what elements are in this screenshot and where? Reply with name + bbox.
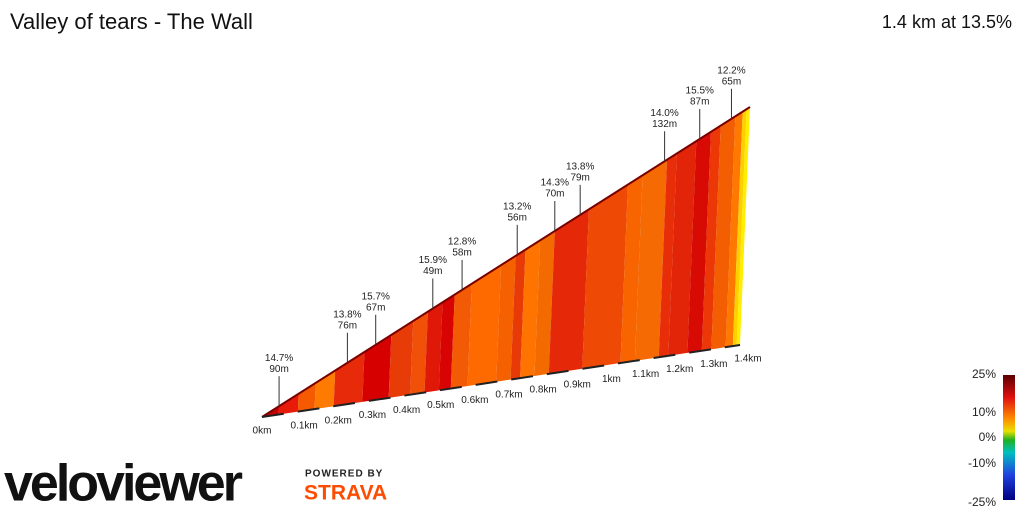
distance-label: 0.8km [530, 384, 557, 395]
annotation-grade: 14.7% [265, 353, 293, 364]
profile-slice [534, 231, 555, 376]
annotation-length: 56m [507, 213, 526, 224]
annotation-grade: 14.3% [541, 178, 569, 189]
profile-slice [687, 131, 711, 353]
annotation-length: 65m [722, 76, 741, 87]
legend: 25% 10% 0% -10% -25% [968, 367, 996, 509]
profile-slice [711, 116, 736, 350]
profile-slice [548, 209, 589, 374]
distance-label: 0.5km [427, 400, 454, 411]
distance-label: 0.4km [393, 405, 420, 416]
legend-label: 10% [972, 405, 996, 419]
profile-slice [732, 109, 747, 347]
annotation-length: 87m [690, 97, 709, 108]
base-line [261, 344, 741, 418]
annotation-grade: 12.2% [717, 65, 745, 76]
distance-label: 0km [253, 426, 272, 437]
annotation-length: 67m [366, 302, 385, 313]
distance-label: 1km [602, 374, 621, 385]
annotation-grade: 15.7% [362, 291, 390, 302]
annotation-grade: 13.2% [503, 202, 531, 213]
profile-slice [410, 311, 428, 395]
profile-slice [438, 294, 455, 391]
profile-slice [496, 255, 516, 382]
powered-by: POWERED BY [305, 469, 383, 480]
annotation-grade: 13.8% [566, 162, 594, 173]
profile-slice [725, 111, 743, 348]
annotation-grade: 15.9% [419, 255, 447, 266]
profile-slice [658, 153, 677, 358]
annotation-length: 49m [423, 266, 442, 277]
profile-slice [520, 240, 541, 379]
profile-slice [362, 334, 392, 402]
strava: STRAVA [304, 482, 387, 505]
annotation-length: 58m [452, 248, 471, 259]
profile-slice [582, 184, 628, 369]
distance-label: 0.7km [495, 390, 522, 401]
distance-label: 1.1km [632, 369, 659, 380]
distance-label: 0.2km [325, 415, 352, 426]
distance-label: 0.3km [359, 410, 386, 421]
annotation-grade: 15.5% [686, 86, 714, 97]
profile-slice [668, 141, 697, 356]
profile-slice [634, 159, 668, 361]
legend-label: -10% [968, 456, 996, 470]
distance-label: 0.6km [461, 395, 488, 406]
legend-label: 0% [979, 430, 997, 444]
profile-slice [701, 125, 721, 351]
profile-slice [388, 320, 414, 398]
annotation-length: 70m [545, 189, 564, 200]
annotation-length: 90m [269, 364, 288, 375]
profile-slice [278, 393, 299, 415]
profile-slice [736, 107, 750, 346]
annotation-length: 79m [570, 173, 589, 184]
annotation-grade: 13.8% [333, 309, 361, 320]
annotation-grade: 14.0% [650, 108, 678, 119]
profile-slice [510, 249, 526, 380]
annotation-length: 76m [338, 320, 357, 331]
profile: 0km 0.1km 0.2km 0.3km 0.4km 0.5km 0.6km 0.7km 0.… [253, 65, 762, 436]
ridge [261, 106, 751, 418]
distance-label: 1.2km [666, 364, 693, 375]
profile-slice [297, 382, 316, 412]
logo: veloviewer [4, 455, 243, 512]
legend-label: 25% [972, 367, 996, 381]
title: Valley of tears - The Wall [10, 9, 253, 34]
distance-label: 1.4km [734, 354, 761, 365]
profile-slice [620, 175, 643, 363]
profile-slice [467, 265, 502, 387]
distance-label: 0.1km [291, 420, 318, 431]
profile-slice [333, 351, 365, 407]
legend-bar [1003, 375, 1015, 500]
profile-slice [424, 302, 443, 393]
legend-label: -25% [968, 495, 996, 509]
annotation-grade: 12.8% [448, 237, 476, 248]
profile-slice [450, 283, 472, 389]
distance-label: 0.9km [564, 379, 591, 390]
summary: 1.4 km at 13.5% [882, 12, 1012, 32]
annotation-length: 132m [652, 119, 677, 130]
profile-slice [314, 370, 336, 410]
distance-label: 1.3km [700, 359, 727, 370]
